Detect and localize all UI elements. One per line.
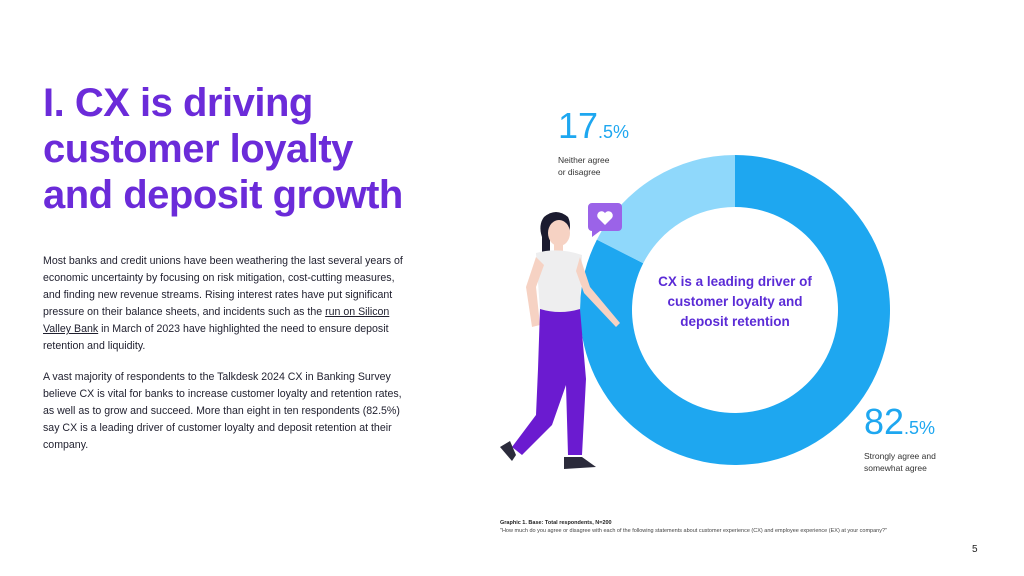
stat-neutral-label: Neither agree or disagree: [558, 155, 610, 177]
person-illustration: [500, 203, 622, 469]
paragraph-1: Most banks and credit unions have been w…: [43, 253, 415, 355]
svb-link[interactable]: run on Silicon Valley Bank: [43, 306, 390, 335]
body-copy: Most banks and credit unions have been w…: [43, 253, 415, 468]
footnote: Graphic 1. Base: Total respondents, N=20…: [500, 519, 970, 535]
title-line-2: customer loyalty: [43, 127, 353, 171]
stat-agree-label: Strongly agree and somewhat agree: [864, 451, 936, 473]
stat-agree-value: 82.5%: [864, 401, 936, 442]
title-line-1: I. CX is driving: [43, 81, 313, 125]
paragraph-2: A vast majority of respondents to the Ta…: [43, 371, 402, 451]
paragraph-1-text-a: Most banks and credit unions have been w…: [43, 255, 403, 318]
donut-slice-agree: [580, 155, 890, 466]
footnote-label: Graphic 1. Base: Total respondents, N=20…: [500, 520, 612, 526]
heart-bubble-icon: [588, 203, 622, 237]
title-line-3: and deposit growth: [43, 173, 403, 217]
page-title: I. CX is driving customer loyalty and de…: [43, 80, 463, 218]
page-number: 5: [972, 544, 978, 555]
donut-slice-neutral: [596, 155, 735, 264]
stat-neutral-value: 17.5%: [558, 105, 630, 146]
stat-neutral: 17.5% Neither agree or disagree: [558, 108, 658, 178]
donut-chart: [580, 155, 890, 466]
footnote-question: "How much do you agree or disagree with …: [500, 528, 887, 534]
stat-agree: 82.5% Strongly agree and somewhat agree: [864, 404, 964, 474]
donut-center-label: CX is a leading driver of customer loyal…: [658, 274, 812, 329]
paragraph-1-text-b: in March of 2023 have highlighted the ne…: [43, 323, 389, 352]
